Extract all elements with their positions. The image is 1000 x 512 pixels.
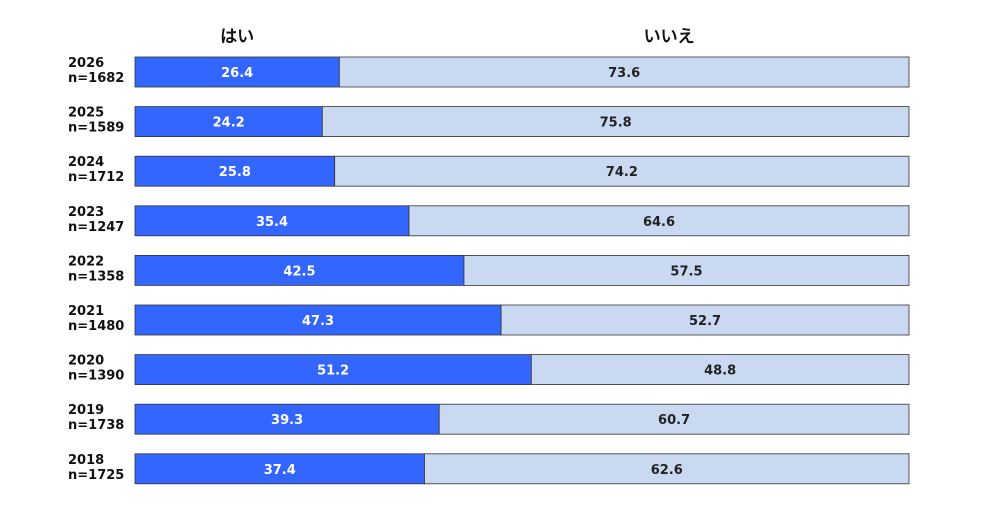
- data-label-no: 73.6: [608, 66, 640, 81]
- row-n-label: n=1247: [68, 220, 124, 235]
- bar-segment-no: [438, 403, 910, 435]
- bar-segment-no: [463, 254, 910, 286]
- data-label-no: 60.7: [658, 413, 690, 428]
- row-n-label: n=1738: [68, 418, 124, 433]
- row-year-label: 2020: [68, 354, 104, 369]
- data-label-no: 64.6: [643, 215, 675, 230]
- data-label-yes: 47.3: [302, 314, 334, 329]
- legend-label-yes: はい: [220, 27, 254, 47]
- bar-segment-yes: [134, 205, 410, 237]
- data-label-no: 52.7: [689, 314, 721, 329]
- data-label-yes: 25.8: [219, 165, 251, 180]
- row-year-label: 2025: [68, 106, 104, 121]
- row-year-label: 2018: [68, 453, 104, 468]
- data-label-yes: 39.3: [271, 413, 303, 428]
- data-label-no: 74.2: [606, 165, 638, 180]
- row-year-label: 2023: [68, 205, 104, 220]
- row-year-label: 2021: [68, 304, 104, 319]
- row-n-label: n=1480: [68, 319, 124, 334]
- bar-segment-yes: [134, 354, 532, 386]
- row-n-label: n=1589: [68, 121, 124, 136]
- bar-segment-no: [500, 304, 910, 336]
- row-year-label: 2022: [68, 254, 104, 269]
- bar-segment-yes: [134, 453, 425, 485]
- data-label-yes: 35.4: [256, 215, 288, 230]
- row-year-label: 2026: [68, 56, 104, 71]
- row-n-label: n=1712: [68, 170, 124, 185]
- bar-segment-no: [530, 354, 910, 386]
- bar-segment-no: [424, 453, 910, 485]
- row-year-label: 2024: [68, 155, 104, 170]
- row-year-label: 2019: [68, 403, 104, 418]
- row-n-label: n=1390: [68, 369, 124, 384]
- data-label-yes: 24.2: [213, 116, 245, 131]
- bar-segment-yes: [134, 106, 323, 137]
- row-n-label: n=1358: [68, 269, 124, 284]
- legend-label-no: いいえ: [644, 27, 695, 47]
- bar-segment-yes: [134, 254, 465, 286]
- data-label-no: 57.5: [670, 264, 702, 279]
- data-label-yes: 42.5: [283, 264, 315, 279]
- data-label-no: 75.8: [600, 116, 632, 131]
- data-label-no: 62.6: [651, 463, 683, 478]
- bar-segment-no: [334, 155, 910, 187]
- data-label-yes: 51.2: [317, 364, 349, 379]
- bar-segment-no: [321, 106, 910, 137]
- data-label-yes: 26.4: [221, 66, 253, 81]
- data-label-no: 48.8: [704, 364, 736, 379]
- row-n-label: n=1682: [68, 71, 124, 86]
- bar-segment-yes: [134, 56, 340, 88]
- bar-segment-yes: [134, 155, 336, 187]
- data-label-yes: 37.4: [264, 463, 296, 478]
- bar-segment-no: [408, 205, 910, 237]
- bar-segment-no: [338, 56, 910, 88]
- row-n-label: n=1725: [68, 468, 124, 483]
